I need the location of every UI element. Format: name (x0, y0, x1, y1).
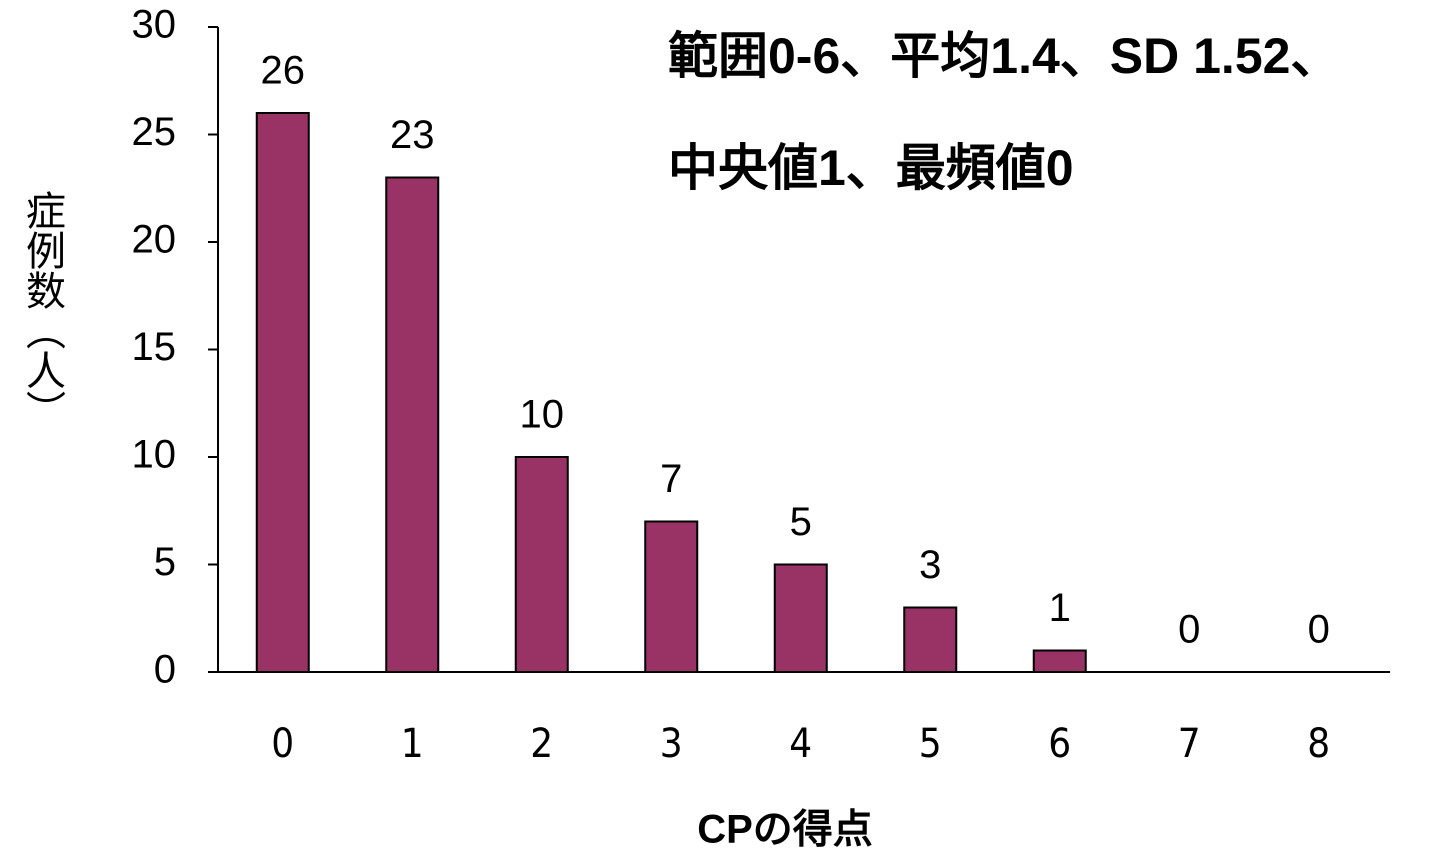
data-label: 0 (1178, 608, 1200, 652)
data-label: 26 (261, 49, 306, 93)
data-label: 7 (660, 457, 682, 501)
y-tick-label: 20 (132, 218, 177, 262)
data-label: 3 (919, 543, 941, 587)
y-tick-label: 30 (132, 3, 177, 47)
bar (1032, 649, 1087, 673)
bar (385, 176, 440, 673)
y-axis-label: 症例数（人） (20, 190, 66, 430)
bar (255, 112, 310, 673)
data-label: 5 (790, 500, 812, 544)
x-tick-label: 0 (271, 721, 294, 767)
bar (903, 606, 958, 673)
x-tick-label: 4 (789, 721, 812, 767)
y-tick-label: 5 (154, 540, 176, 584)
annotation: 中央値1、最頻値0 (668, 140, 1074, 196)
x-tick-label: 5 (919, 721, 942, 767)
data-label: 0 (1308, 608, 1330, 652)
x-tick-label: 1 (401, 721, 424, 767)
x-axis-label: CPの得点 (697, 808, 873, 852)
bar (644, 520, 699, 673)
y-tick-label: 10 (132, 433, 177, 477)
y-tick-label: 25 (132, 110, 177, 154)
x-tick-label: 8 (1307, 721, 1330, 767)
annotation: 範囲0-6、平均1.4、SD 1.52、 (668, 28, 1340, 84)
x-tick-label: 3 (660, 721, 683, 767)
bar (514, 456, 569, 673)
x-tick-label: 2 (530, 721, 553, 767)
data-label: 10 (520, 393, 565, 437)
data-label: 1 (1049, 586, 1071, 630)
y-tick-label: 0 (154, 648, 176, 692)
bar (773, 563, 828, 673)
y-tick-label: 15 (132, 325, 177, 369)
x-tick-label: 6 (1048, 721, 1071, 767)
x-tick-label: 7 (1178, 721, 1201, 767)
data-label: 23 (390, 113, 435, 157)
